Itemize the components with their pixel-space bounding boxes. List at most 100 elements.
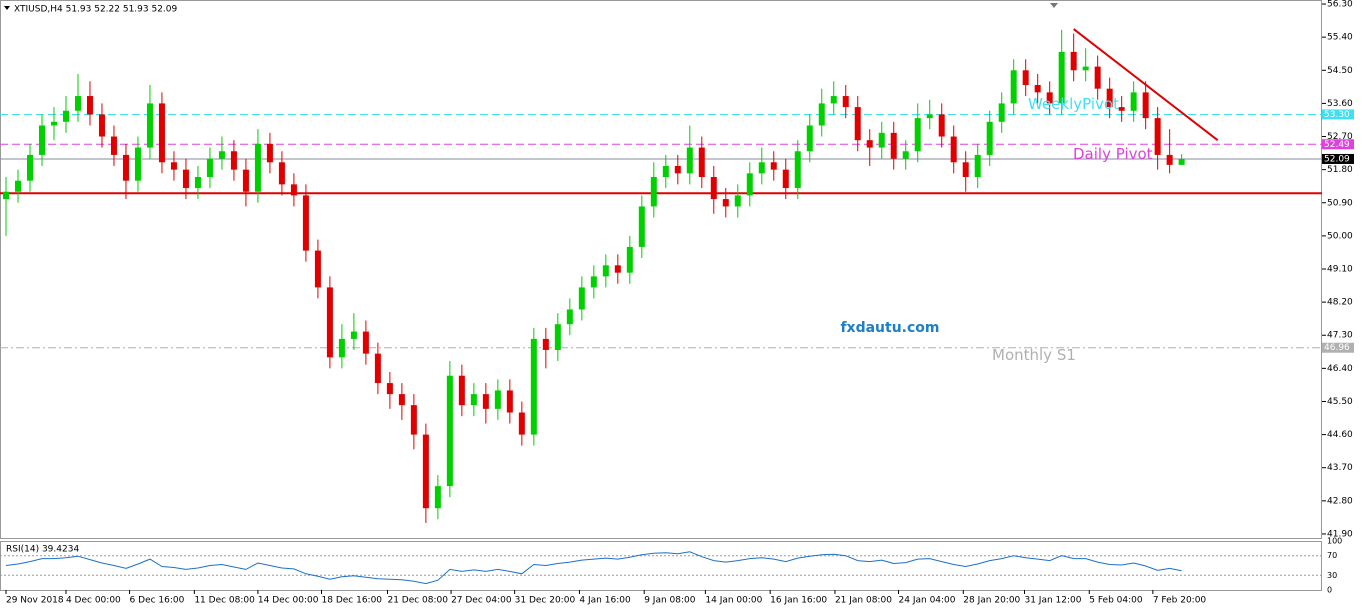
x-tick-label: 5 Feb 04:00 (1089, 596, 1143, 606)
x-tick-label: 4 Dec 00:00 (66, 596, 121, 606)
candle-body (926, 114, 933, 119)
level-value: 53.30 (1324, 110, 1350, 120)
rsi-panel (0, 541, 1322, 591)
x-tick-label: 18 Dec 16:00 (322, 596, 383, 606)
x-tick-label: 16 Jan 16:00 (770, 596, 827, 606)
x-tick-label: 6 Dec 16:00 (130, 596, 185, 606)
candle-body (290, 184, 297, 196)
rsi-line (5, 551, 1182, 585)
candle-body (1118, 107, 1125, 111)
candle-body (74, 96, 81, 111)
candle-body (446, 375, 453, 487)
candle-body (302, 195, 309, 251)
candle-body (542, 338, 549, 350)
candle-body (962, 162, 969, 178)
candle-body (98, 114, 105, 137)
candle-body (434, 486, 441, 509)
candle-body (806, 125, 813, 152)
y-tick-label: 45.50 (1327, 397, 1353, 407)
level-name: Monthly S1 (992, 346, 1076, 364)
x-tick-label: 28 Jan 20:00 (963, 596, 1020, 606)
level-tag (1322, 109, 1354, 120)
candle-body (998, 103, 1005, 122)
candle-body (554, 324, 561, 350)
candle-body (854, 107, 861, 141)
x-tick-label: 27 Dec 04:00 (451, 596, 512, 606)
candle-body (26, 154, 33, 181)
candle-body (362, 331, 369, 354)
candle-body (770, 162, 777, 170)
candle-body (722, 199, 729, 207)
candle-body (338, 338, 345, 358)
candle-body (590, 276, 597, 288)
candle-body (170, 162, 177, 170)
candle-body (122, 154, 129, 181)
candle-body (1058, 51, 1065, 104)
candle-body (698, 147, 705, 178)
candle-body (50, 121, 57, 126)
watermark: fxdautu.com (840, 320, 939, 336)
candle-body (110, 136, 117, 155)
y-tick-label: 54.50 (1327, 66, 1353, 76)
candle-body (206, 158, 213, 178)
candle-body (746, 173, 753, 196)
candle-body (254, 143, 261, 192)
candle-body (182, 169, 189, 189)
candle-body (1070, 51, 1077, 71)
candle-body (842, 96, 849, 108)
rsi-tick-label: 70 (1327, 551, 1337, 560)
level-value: 52.09 (1324, 154, 1350, 164)
candle-body (398, 394, 405, 406)
candle-body (146, 103, 153, 148)
candle-body (914, 118, 921, 152)
y-tick-label: 41.90 (1327, 529, 1353, 539)
level-value: 46.96 (1324, 343, 1350, 353)
candle-body (2, 191, 9, 200)
candle-body (14, 180, 21, 192)
chart-title: XTIUSD,H4 51.93 52.22 51.93 52.09 (14, 5, 178, 15)
candle-body (1094, 66, 1101, 89)
level-tag (1322, 153, 1354, 164)
y-tick-label: 44.60 (1327, 430, 1353, 440)
candle-body (1106, 88, 1113, 108)
candle-body (422, 434, 429, 509)
rsi-tick-label: 30 (1327, 571, 1337, 580)
y-tick-label: 43.70 (1327, 463, 1353, 473)
level-value: 52.49 (1324, 140, 1350, 150)
y-tick-label: 52.70 (1327, 132, 1353, 142)
x-tick-label: 21 Jan 08:00 (835, 596, 892, 606)
x-tick-label: 9 Jan 08:00 (644, 596, 696, 606)
x-tick-label: 14 Jan 00:00 (705, 596, 762, 606)
y-tick-label: 56.30 (1327, 0, 1353, 10)
x-tick-label: 11 Dec 08:00 (194, 596, 255, 606)
y-tick-label: 42.80 (1327, 496, 1353, 506)
candle-body (494, 390, 501, 409)
shift-marker (1050, 3, 1058, 8)
candle-body (662, 165, 669, 178)
candle-body (674, 165, 681, 174)
candle-body (638, 206, 645, 247)
level-tag (1322, 342, 1354, 353)
level-name: Daily Pivot (1073, 145, 1153, 163)
candle-body (866, 140, 873, 148)
candle-body (506, 390, 513, 413)
candle-body (902, 151, 909, 159)
x-tick-label: 7 Feb 20:00 (1153, 596, 1207, 606)
y-tick-label: 49.10 (1327, 265, 1353, 275)
candle-body (1166, 154, 1173, 165)
level-tag (1322, 139, 1354, 150)
candle-body (794, 151, 801, 189)
candle-body (194, 177, 201, 189)
y-tick-label: 50.00 (1327, 231, 1353, 241)
candle-body (614, 265, 621, 273)
y-tick-label: 53.60 (1327, 99, 1353, 109)
candle-body (578, 287, 585, 310)
trendline (1073, 28, 1219, 141)
candle-body (530, 338, 537, 435)
candle-body (458, 375, 465, 406)
candle-body (350, 331, 357, 339)
candle-body (1010, 70, 1017, 104)
title-arrow (4, 6, 10, 10)
x-tick-label: 4 Jan 16:00 (579, 596, 631, 606)
y-tick-label: 46.40 (1327, 364, 1353, 374)
